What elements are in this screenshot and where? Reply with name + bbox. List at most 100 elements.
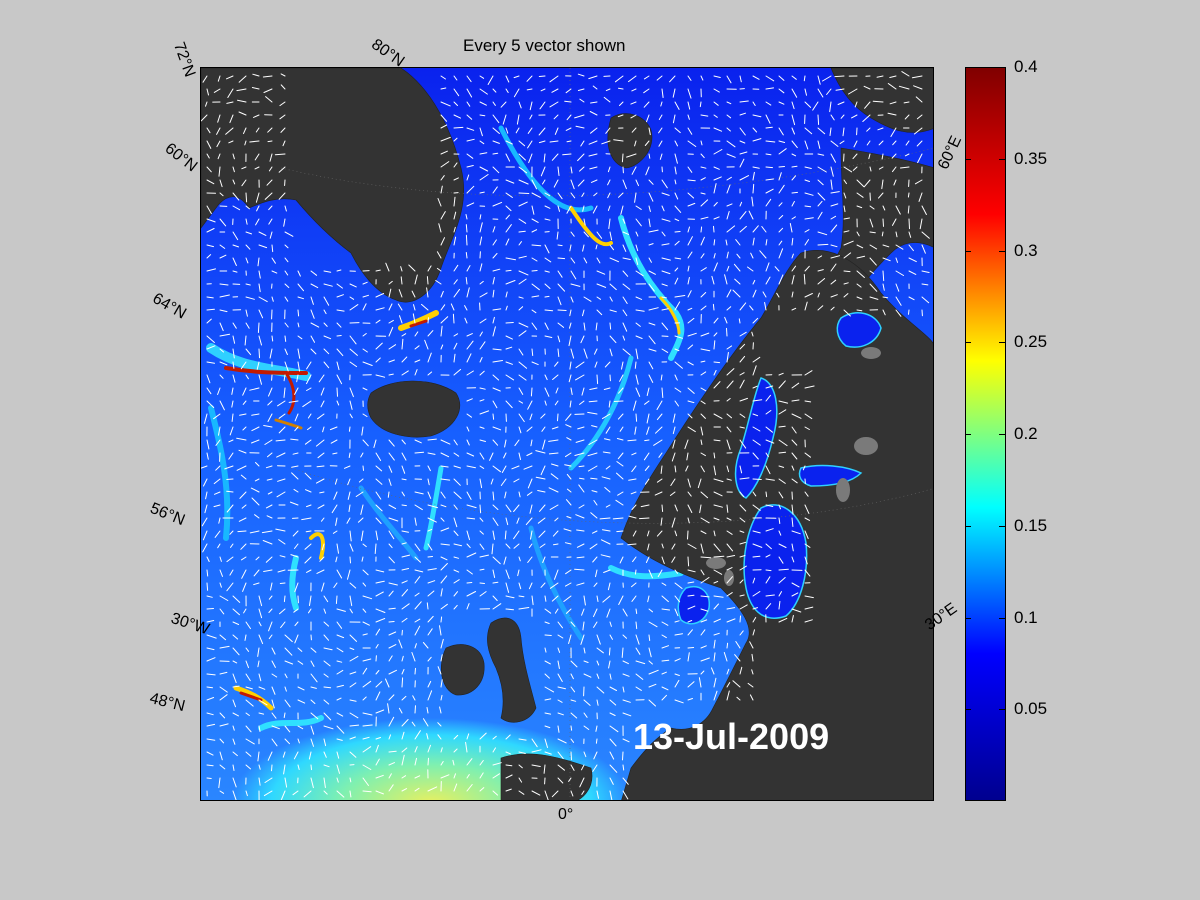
velocity-vector xyxy=(791,175,797,181)
velocity-vector xyxy=(648,634,651,641)
velocity-vector xyxy=(551,426,559,430)
velocity-vector xyxy=(362,667,368,675)
velocity-vector xyxy=(661,645,669,649)
velocity-vector xyxy=(500,101,507,108)
velocity-vector xyxy=(284,283,290,288)
colorbar-tick-mark xyxy=(999,434,1005,435)
velocity-vector xyxy=(605,465,611,470)
velocity-vector xyxy=(466,153,474,159)
velocity-vector xyxy=(739,140,746,144)
velocity-vector xyxy=(674,257,682,260)
velocity-vector xyxy=(362,633,368,636)
velocity-vector xyxy=(765,504,774,507)
velocity-vector xyxy=(830,215,837,220)
velocity-vector xyxy=(440,654,443,662)
velocity-vector xyxy=(526,75,533,82)
velocity-vector xyxy=(531,322,538,330)
velocity-vector xyxy=(323,283,333,287)
velocity-vector xyxy=(713,639,716,649)
velocity-vector xyxy=(713,595,724,598)
velocity-vector xyxy=(267,452,273,458)
velocity-vector xyxy=(284,231,294,237)
velocity-vector xyxy=(752,183,755,194)
velocity-vector xyxy=(505,192,513,198)
velocity-vector xyxy=(804,370,813,376)
velocity-vector xyxy=(726,306,732,311)
velocity-vector xyxy=(596,257,601,264)
velocity-vector xyxy=(593,192,598,197)
velocity-vector xyxy=(464,317,468,324)
velocity-vector xyxy=(414,517,417,526)
velocity-vector xyxy=(277,400,286,407)
velocity-vector xyxy=(440,161,450,168)
velocity-vector xyxy=(362,348,368,353)
velocity-vector xyxy=(206,179,215,185)
velocity-vector xyxy=(674,240,680,246)
velocity-vector xyxy=(283,218,286,227)
velocity-vector xyxy=(589,111,598,116)
velocity-vector xyxy=(440,185,443,194)
velocity-vector xyxy=(700,517,710,524)
velocity-vector xyxy=(674,335,683,339)
velocity-vector xyxy=(804,217,814,220)
velocity-vector xyxy=(778,591,782,597)
velocity-vector xyxy=(711,275,715,285)
velocity-vector xyxy=(245,309,248,317)
velocity-vector xyxy=(804,293,813,298)
velocity-vector xyxy=(644,400,650,405)
velocity-vector xyxy=(804,619,813,623)
velocity-vector xyxy=(674,569,678,574)
velocity-vector xyxy=(736,696,741,701)
velocity-vector xyxy=(557,686,566,690)
velocity-vector xyxy=(700,360,706,363)
velocity-vector xyxy=(726,543,734,552)
kattegat xyxy=(677,586,710,625)
velocity-vector xyxy=(375,478,383,485)
velocity-vector xyxy=(479,591,487,597)
velocity-vector xyxy=(604,487,611,493)
velocity-vector xyxy=(765,166,773,169)
velocity-vector xyxy=(895,257,898,263)
velocity-vector xyxy=(686,452,689,461)
velocity-vector xyxy=(492,773,500,779)
velocity-vector xyxy=(577,73,585,77)
velocity-vector xyxy=(466,569,473,575)
velocity-vector xyxy=(219,192,224,197)
velocity-vector xyxy=(778,543,787,548)
velocity-vector xyxy=(362,281,368,285)
velocity-vector xyxy=(263,425,273,428)
velocity-vector xyxy=(606,608,611,618)
velocity-vector xyxy=(752,555,761,558)
velocity-vector xyxy=(778,617,788,623)
velocity-vector xyxy=(284,699,291,708)
velocity-vector xyxy=(661,270,671,275)
velocity-vector xyxy=(674,400,679,407)
velocity-vector xyxy=(778,465,785,468)
velocity-vector xyxy=(375,530,379,541)
velocity-vector xyxy=(700,387,707,392)
velocity-vector xyxy=(362,680,372,688)
velocity-vector xyxy=(596,647,604,654)
velocity-vector xyxy=(869,296,879,300)
velocity-vector xyxy=(511,465,520,470)
velocity-vector xyxy=(232,179,236,185)
velocity-vector xyxy=(283,764,286,775)
velocity-vector xyxy=(531,218,539,223)
velocity-vector xyxy=(713,530,716,537)
velocity-vector xyxy=(843,166,853,173)
velocity-vector xyxy=(216,140,221,148)
velocity-vector xyxy=(570,686,576,693)
velocity-vector xyxy=(251,87,260,90)
velocity-vector xyxy=(245,257,249,264)
velocity-vector xyxy=(658,452,663,458)
velocity-vector xyxy=(848,88,858,95)
velocity-vector xyxy=(713,618,721,623)
velocity-vector xyxy=(427,317,429,324)
velocity-vector xyxy=(700,595,710,598)
velocity-vector xyxy=(552,530,559,537)
velocity-vector xyxy=(791,465,795,471)
velocity-vector xyxy=(646,413,650,424)
velocity-vector xyxy=(427,504,438,509)
velocity-vector xyxy=(595,244,598,250)
velocity-vector xyxy=(453,491,462,499)
